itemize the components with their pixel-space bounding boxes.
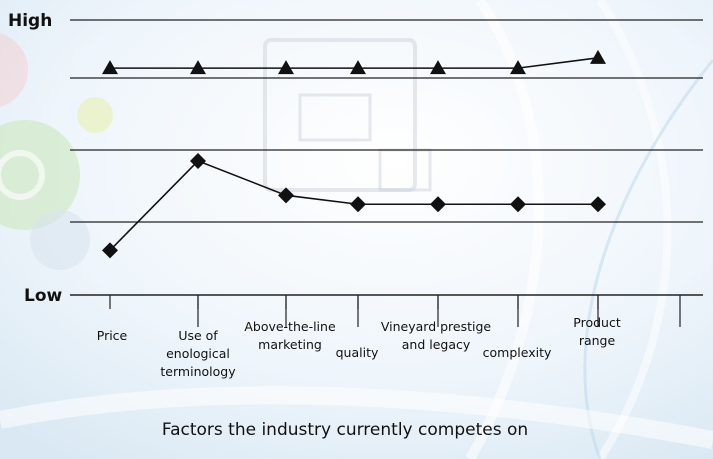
series-1-line: [110, 57, 599, 69]
x-tick-label-4-line-1: quality: [336, 345, 379, 360]
x-tick-label-2-line-2: enological: [166, 346, 230, 361]
series-1-point-4: [350, 60, 366, 75]
x-tick-label-7-line-1: Product: [573, 315, 621, 330]
series-1-point-2: [190, 60, 206, 75]
decor-circle-red: [0, 33, 28, 107]
gridlines: [70, 19, 703, 223]
decor-circle-blue: [30, 210, 90, 270]
series-1-point-5: [430, 60, 446, 75]
decor-grid-icon: [263, 38, 417, 192]
series-2-point-4: [350, 196, 366, 213]
x-tick-label-3-line-2: marketing: [258, 337, 322, 352]
decor-circle-yellow: [77, 97, 113, 133]
x-tick-label-3-line-1: Above-the-line: [244, 319, 336, 334]
x-tick-label-7: Product range: [573, 315, 621, 348]
x-tick-label-5-line-1: Vineyard prestige: [381, 319, 492, 334]
x-tick-label-4: quality: [336, 345, 379, 360]
x-tick-label-1-line-1: Price: [97, 328, 128, 343]
axes: [70, 294, 703, 327]
series: [102, 49, 606, 259]
x-axis-title: Factors the industry currently competes …: [162, 420, 528, 440]
series-1-point-7: [590, 49, 606, 64]
x-tick-label-3: Above-the-line marketing: [244, 319, 336, 352]
x-tick-label-5: Vineyard prestige and legacy: [381, 319, 492, 352]
x-tick-label-1: Price: [97, 328, 128, 343]
x-tick-label-2: Use of enological terminology: [160, 328, 236, 379]
series-1-point-1: [102, 60, 118, 75]
y-axis-low-label: Low: [24, 286, 63, 306]
series-2-point-3: [278, 187, 294, 204]
decor-magnifier-icon: [0, 150, 45, 200]
x-tick-label-5-line-2: and legacy: [402, 337, 471, 352]
series-1-point-6: [510, 60, 526, 75]
series-1-point-3: [278, 60, 294, 75]
x-tick-label-2-line-1: Use of: [178, 328, 218, 343]
series-2-point-6: [510, 196, 526, 213]
x-tick-label-6: complexity: [483, 345, 552, 360]
series-2-point-5: [430, 196, 446, 213]
series-2-point-1: [102, 242, 118, 259]
labels: High Low Price Use of enological terminology A…: [8, 11, 621, 440]
series-2-point-7: [590, 196, 606, 213]
y-axis-high-label: High: [8, 11, 52, 31]
x-tick-label-2-line-3: terminology: [160, 364, 236, 379]
x-tick-label-6-line-1: complexity: [483, 345, 552, 360]
series-2-point-2: [190, 152, 206, 169]
x-tick-label-7-line-2: range: [579, 333, 616, 348]
